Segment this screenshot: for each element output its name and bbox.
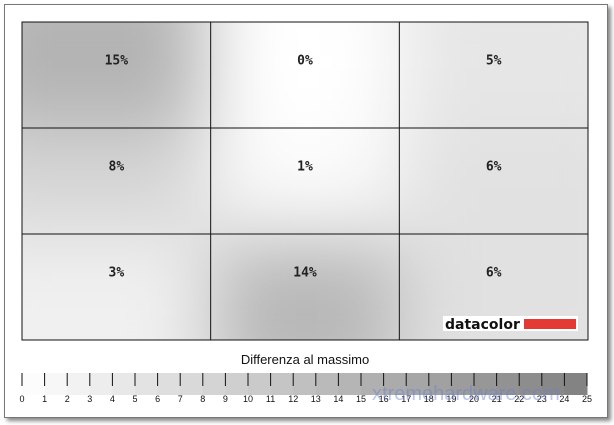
colorbar-swatch	[541, 373, 565, 395]
colorbar-tick-label: 10	[243, 394, 253, 404]
colorbar-tick-label: 3	[87, 394, 92, 404]
colorbar-tick-label: 22	[514, 394, 524, 404]
colorbar-swatch	[22, 373, 46, 395]
colorbar-swatch	[248, 373, 272, 395]
colorbar-tick-label: 6	[155, 394, 160, 404]
colorbar-tick-label: 25	[582, 394, 592, 404]
colorbar-tick-label: 2	[65, 394, 70, 404]
colorbar-tick-label: 1	[42, 394, 47, 404]
colorbar-swatch	[519, 373, 543, 395]
heat-cell	[22, 22, 211, 128]
colorbar-swatch	[180, 373, 204, 395]
colorbar-swatch	[564, 373, 588, 395]
colorbar-swatch	[496, 373, 520, 395]
colorbar-title: Differenza al massimo	[241, 352, 369, 367]
colorbar-swatch	[406, 373, 430, 395]
colorbar-tick-label: 17	[401, 394, 411, 404]
logo-accent-bar	[524, 319, 576, 329]
colorbar-tick-label: 11	[266, 394, 275, 404]
heat-cell	[210, 128, 400, 234]
colorbar-tick-label: 8	[200, 394, 205, 404]
heat-cell	[210, 22, 400, 128]
colorbar-tick-label: 4	[110, 394, 115, 404]
colorbar-tick-label: 14	[333, 394, 343, 404]
colorbar-swatch	[225, 373, 249, 395]
colorbar-swatch	[44, 373, 68, 395]
colorbar-swatch	[202, 373, 226, 395]
colorbar-swatch	[361, 373, 385, 395]
cell-value-label: 8%	[109, 159, 125, 174]
colorbar-swatch	[89, 373, 113, 395]
colorbar-swatch	[428, 373, 452, 395]
plot-border	[21, 21, 589, 341]
heat-cell	[22, 128, 211, 234]
svg-text:datacolor: datacolor	[445, 317, 520, 333]
cell-value-label: 15%	[105, 53, 129, 68]
colorbar-tick-label: 18	[424, 394, 434, 404]
colorbar-swatch	[474, 373, 498, 395]
colorbar-swatch	[67, 373, 91, 395]
colorbar-tick-label: 21	[492, 394, 502, 404]
cell-value-label: 3%	[109, 265, 125, 280]
colorbar-swatch	[383, 373, 407, 395]
colorbar-swatch	[157, 373, 181, 395]
colorbar-tick-label: 7	[178, 394, 183, 404]
colorbar-swatch	[315, 373, 339, 395]
cell-value-label: 0%	[297, 53, 313, 68]
colorbar-tick-label: 23	[537, 394, 547, 404]
colorbar-tick-label: 24	[559, 394, 569, 404]
colorbar-tick-label: 15	[356, 394, 366, 404]
colorbar-tick-label: 5	[132, 394, 137, 404]
colorbar-tick-label: 9	[223, 394, 228, 404]
cell-value-label: 14%	[293, 265, 317, 280]
datacolor-logo: datacolor	[443, 316, 578, 333]
colorbar-tick-label: 0	[19, 394, 24, 404]
colorbar-swatch	[112, 373, 136, 395]
colorbar-swatch	[338, 373, 362, 395]
colorbar-swatch	[270, 373, 294, 395]
colorbar-tick-label: 20	[469, 394, 479, 404]
heat-cell	[22, 234, 211, 340]
colorbar-swatch	[135, 373, 159, 395]
colorbar-tick-label: 16	[379, 394, 389, 404]
heat-cell	[210, 234, 400, 340]
cell-value-label: 5%	[486, 53, 502, 68]
colorbar-tick-label: 13	[311, 394, 321, 404]
heat-cell	[399, 128, 588, 234]
cell-value-label: 1%	[297, 159, 313, 174]
watermark: xtremehardware.com	[372, 383, 560, 405]
cell-value-label: 6%	[486, 265, 502, 280]
colorbar-tick-label: 12	[288, 394, 298, 404]
cell-value-label: 6%	[486, 159, 502, 174]
colorbar-swatch	[451, 373, 475, 395]
colorbar-tick-label: 19	[446, 394, 456, 404]
heat-cell	[399, 22, 588, 128]
colorbar-swatch	[293, 373, 317, 395]
